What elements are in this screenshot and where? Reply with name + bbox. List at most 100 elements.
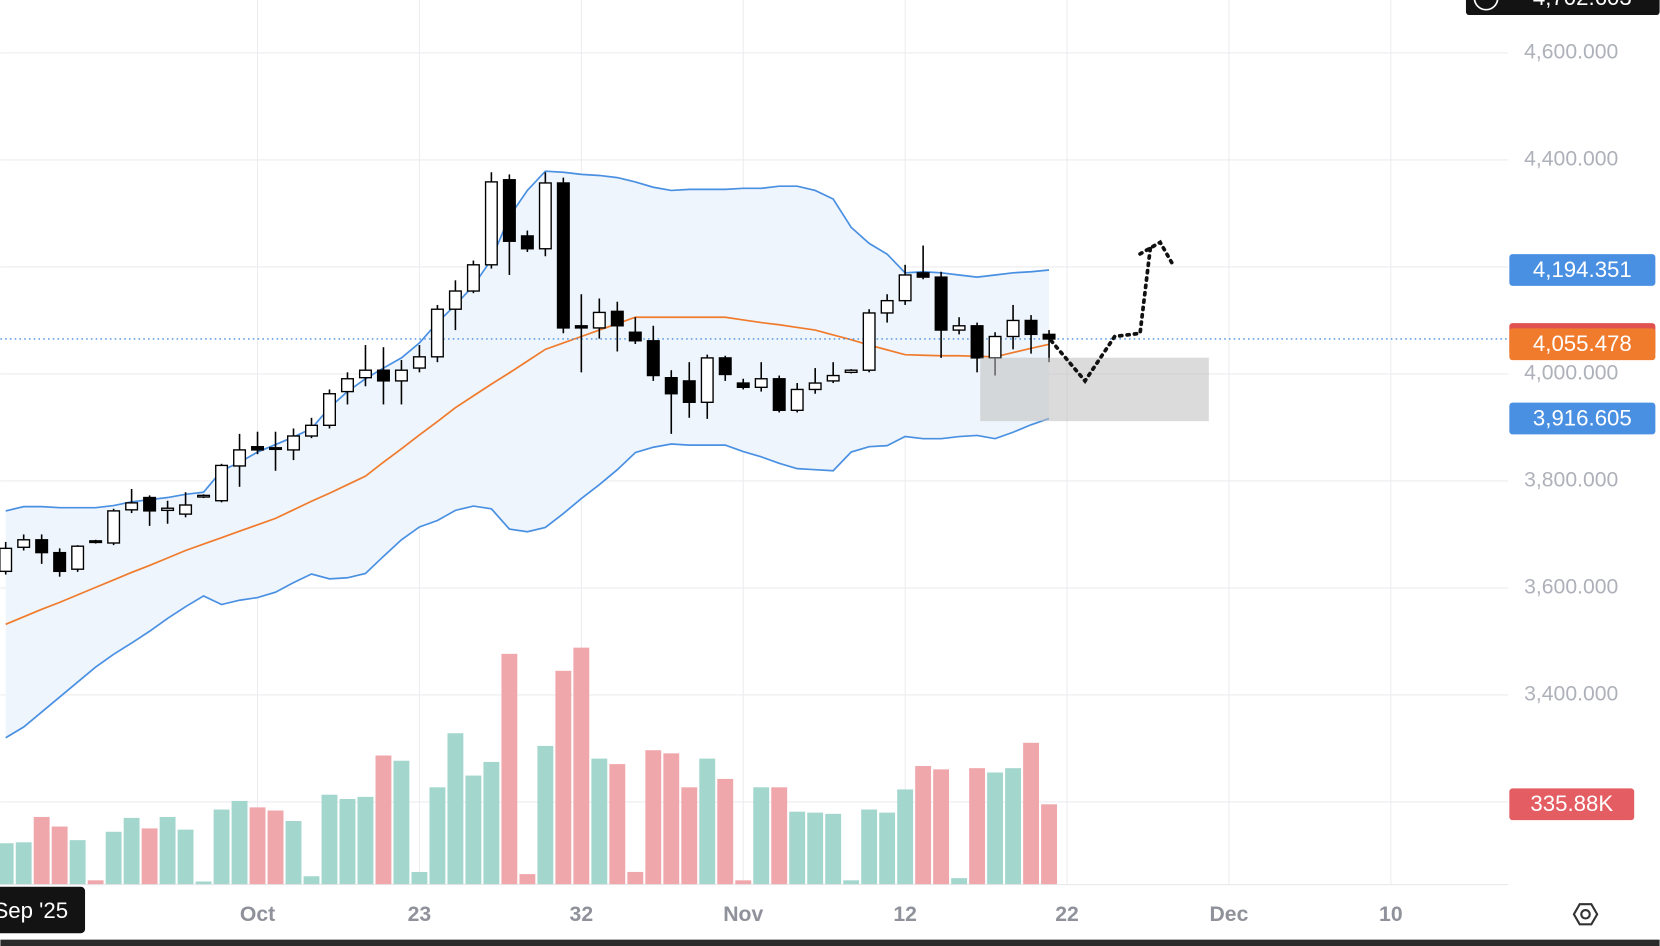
volume-bar (15, 842, 32, 885)
volume-bar (627, 871, 644, 885)
volume-bar (861, 809, 878, 885)
volume-bar (573, 647, 590, 885)
candle-body (574, 325, 588, 329)
candle-body (1024, 319, 1038, 336)
candle-body (89, 540, 103, 544)
candle-body (287, 435, 301, 451)
volume-bar (645, 750, 662, 885)
band-badge-label: 3,916.605 (1533, 405, 1632, 430)
volume-bar (429, 787, 446, 885)
x-tick-label: Oct (240, 903, 275, 926)
volume-bar (213, 809, 230, 885)
candle-body (233, 449, 247, 467)
volume-bar (33, 816, 50, 885)
add-button[interactable] (1473, 0, 1499, 11)
volume-bar (987, 772, 1004, 885)
volume-bar (1041, 804, 1057, 885)
y-tick-label: 3,800.000 (1524, 469, 1618, 492)
volume-bar (951, 878, 968, 885)
volume-bar (591, 758, 608, 885)
badge-layer: 4,194.3514,065.3384,055.4783,916.605335.… (1465, 0, 1660, 821)
candle-body (179, 504, 193, 515)
volume-bar (105, 831, 122, 885)
candle-body (862, 312, 876, 371)
candle-body (664, 377, 678, 395)
y-tick-label: 4,400.000 (1524, 148, 1618, 171)
candle-body (269, 447, 283, 451)
crosshair-label: 4,702.603 (1533, 0, 1632, 10)
volume-bar (1005, 768, 1022, 885)
candle-body (430, 308, 444, 358)
x-tick-label: 23 (408, 903, 432, 926)
volume-bar (195, 881, 212, 885)
volume-bar (303, 876, 320, 885)
y-tick-label: 4,000.000 (1524, 362, 1618, 385)
volume-bar (771, 787, 788, 885)
candle-body (736, 382, 750, 389)
x-tick-label: 10 (1379, 903, 1403, 926)
volume-bar (969, 768, 986, 885)
plot-layer (0, 170, 1509, 885)
candle-body (17, 539, 31, 548)
candle-body (700, 357, 714, 403)
candle-body (880, 299, 894, 314)
volume-bar (915, 766, 932, 885)
candle-body (251, 446, 265, 451)
x-tick-label: 32 (570, 903, 594, 926)
candle-body (844, 369, 858, 374)
candle-body (916, 272, 930, 278)
volume-bar (447, 733, 464, 885)
settings-dot[interactable] (1580, 908, 1591, 920)
band-fill (5, 171, 1050, 738)
volume-bar (249, 807, 266, 885)
candle-body (161, 507, 175, 512)
candle-body (1006, 319, 1020, 338)
time-label-box (0, 886, 86, 934)
candle-body (826, 374, 840, 382)
crosshair-badge (1465, 0, 1660, 16)
band-line (5, 417, 1050, 739)
volume-bar (141, 828, 158, 885)
volume-bar (177, 829, 194, 885)
candle-body (754, 378, 768, 389)
band-line (5, 170, 1050, 512)
candle-body (71, 545, 85, 570)
candle-body (322, 393, 336, 426)
settings-hex[interactable] (1572, 903, 1599, 926)
volume-bar (519, 874, 536, 885)
volume-bar (699, 758, 716, 885)
volume-bar (69, 840, 86, 885)
volume-bar (375, 755, 392, 885)
volume-bar (123, 817, 140, 885)
candle-body (125, 502, 139, 511)
volume-bar (825, 813, 842, 885)
candle-body (628, 331, 642, 342)
volume-bar (537, 745, 554, 885)
candle-body (646, 340, 660, 377)
candle-body (215, 464, 229, 502)
volume-bar (231, 800, 248, 885)
volume-bar (789, 811, 806, 885)
volume-bar (159, 816, 176, 885)
projection-path[interactable] (1049, 243, 1153, 385)
band-badge (1509, 254, 1656, 286)
band-badge (1509, 402, 1656, 435)
candle-body (898, 274, 912, 302)
band-badge-label: 4,055.478 (1533, 331, 1632, 356)
candle-body (412, 356, 426, 369)
candle-body (448, 290, 462, 310)
projection-arrow[interactable] (1138, 239, 1175, 267)
y-tick-label: 3,600.000 (1524, 576, 1618, 599)
y-tick-label: 3,400.000 (1524, 683, 1618, 706)
candle-body (358, 369, 372, 379)
volume-bar (735, 880, 752, 885)
candle-body (556, 182, 570, 329)
candle-body (520, 235, 534, 250)
drawing-layer (980, 239, 1209, 422)
volume-bar (87, 880, 104, 885)
candle-body (772, 378, 786, 412)
candle-body (376, 369, 390, 382)
settings-icon[interactable] (1572, 903, 1599, 926)
